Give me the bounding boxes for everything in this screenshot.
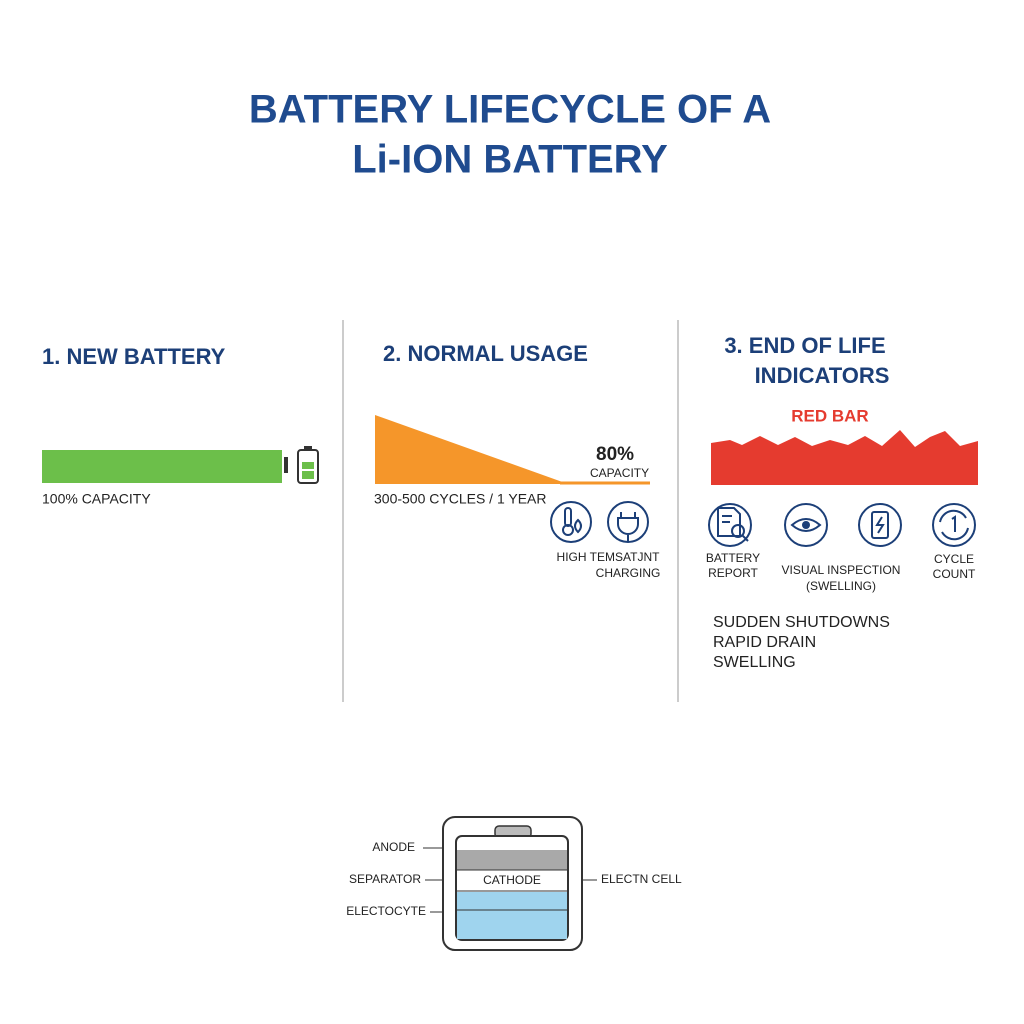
factor: HIGH TEMSATJNT [557, 550, 661, 564]
bar-label: RED BAR [791, 406, 868, 425]
cathode-label: CATHODE [483, 873, 541, 887]
capacity-bar [42, 450, 282, 483]
capacity-caption: CAPACITY [590, 466, 649, 480]
caption: 100% CAPACITY [42, 491, 151, 507]
decline-shape [375, 415, 568, 484]
cycle-icon [932, 503, 976, 547]
section-heading: 2. NORMAL USAGE [383, 341, 588, 366]
temperature-icon [550, 501, 592, 543]
cell-diagram [423, 816, 597, 951]
section-heading: 3. END OF LIFE [724, 333, 885, 358]
battery-check-icon [858, 503, 902, 547]
eye-icon [784, 503, 828, 547]
charging-icon [607, 501, 649, 543]
check-label: COUNT [933, 567, 976, 581]
symptom: SUDDEN SHUTDOWNS [713, 614, 890, 631]
title: Li-ION BATTERY [352, 138, 668, 182]
section-heading: 1. NEW BATTERY [42, 344, 226, 369]
cell-label: SEPARATOR [349, 872, 421, 886]
factor: CHARGING [596, 566, 661, 580]
cell-label: ELECTOCYTE [346, 904, 426, 918]
cell-label: ELECTN CELL [601, 872, 682, 886]
title: BATTERY LIFECYCLE OF A [249, 88, 771, 132]
capacity-value: 80% [596, 444, 634, 465]
cell-label: ANODE [372, 840, 415, 854]
symptom: RAPID DRAIN [713, 634, 816, 651]
check-label: BATTERY [706, 551, 760, 565]
battery-icon [284, 446, 319, 484]
check-label: (SWELLING) [806, 579, 876, 593]
check-label: CYCLE [934, 552, 974, 566]
caption: 300-500 CYCLES / 1 YEAR [374, 491, 547, 507]
report-icon [708, 503, 752, 547]
check-label: VISUAL INSPECTION [782, 563, 901, 577]
red-bar [711, 430, 978, 485]
section-heading: INDICATORS [755, 363, 890, 388]
check-label: REPORT [708, 566, 758, 580]
symptom: SWELLING [713, 654, 796, 671]
